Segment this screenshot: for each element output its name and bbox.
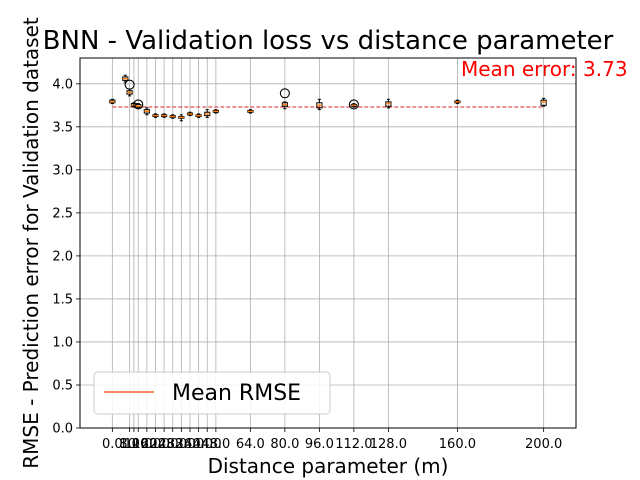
legend-label: Mean RMSE (172, 381, 301, 406)
box-96 (316, 98, 323, 111)
legend-box (93, 371, 331, 415)
box-12 (133, 99, 144, 110)
x-tick-label: 44.0 (193, 437, 222, 452)
y-tick-label: 1.5 (52, 292, 73, 307)
box-32 (178, 114, 185, 122)
box-iqr (540, 99, 547, 106)
box-16 (143, 107, 150, 116)
x-tick-label: 40.0 (184, 437, 213, 452)
y-tick-label: 3.0 (52, 163, 73, 178)
flier-point (279, 88, 290, 99)
box-160 (454, 99, 461, 105)
y-tick-label: 3.5 (52, 120, 73, 135)
box-200 (540, 97, 547, 107)
x-tick-label: 200.0 (525, 437, 562, 452)
box-40 (195, 113, 202, 118)
annotation-mean-error: Mean error: 3.73 (461, 57, 628, 81)
plot-frame (79, 57, 577, 429)
x-tick-label: 24.0 (150, 437, 179, 452)
x-tick-label: 128.0 (370, 437, 407, 452)
x-tick-label: 8.0 (119, 437, 140, 452)
x-tick-label: 80.0 (270, 437, 299, 452)
y-tick-label: 0.0 (52, 422, 73, 437)
box-24 (161, 113, 168, 118)
box-8 (124, 79, 135, 97)
box-0 (109, 98, 116, 105)
x-ticks: 0.08.010.012.016.020.024.028.032.036.040… (102, 428, 562, 452)
x-axis-label: Distance parameter (m) (208, 454, 449, 478)
flier-point (133, 99, 144, 110)
y-tick-label: 1.0 (52, 335, 73, 350)
flier-point (348, 99, 359, 110)
x-tick-label: 20.0 (141, 437, 170, 452)
x-tick-label: 0.0 (102, 437, 123, 452)
y-tick-label: 4.0 (52, 77, 73, 92)
box-80 (279, 88, 290, 110)
box-64 (247, 109, 254, 114)
x-tick-label: 96.0 (305, 437, 334, 452)
x-tick-label: 10.0 (119, 437, 148, 452)
x-tick-label: 112.0 (335, 437, 372, 452)
y-tick-label: 2.5 (52, 206, 73, 221)
chart-title: BNN - Validation loss vs distance parame… (43, 26, 614, 56)
x-tick-label: 64.0 (236, 437, 265, 452)
x-tick-label: 160.0 (439, 437, 476, 452)
y-axis-label: RMSE - Prediction error for Validation d… (19, 17, 43, 469)
x-tick-label: 28.0 (158, 437, 187, 452)
x-tick-label: 12.0 (124, 437, 153, 452)
x-tick-label: 36.0 (176, 437, 205, 452)
y-tick-label: 2.0 (52, 249, 73, 264)
y-ticks: 0.0 0.5 1.0 1.5 2.0 2.5 3.0 3.5 4.0 (52, 77, 80, 437)
box-128 (385, 98, 392, 109)
x-tick-label: 16.0 (132, 437, 161, 452)
box-112 (348, 99, 359, 110)
x-tick-label: 48.0 (201, 437, 230, 452)
box-36 (186, 111, 194, 117)
y-tick-label: 0.5 (52, 378, 73, 393)
box-28 (169, 114, 176, 119)
box-48 (212, 109, 219, 114)
grid-layer (80, 58, 576, 429)
legend: Mean RMSE (93, 371, 331, 415)
box-20 (152, 113, 159, 118)
x-tick-label: 32.0 (167, 437, 196, 452)
flier-point (124, 79, 135, 90)
box-44 (204, 109, 211, 118)
box-layer (109, 74, 547, 122)
